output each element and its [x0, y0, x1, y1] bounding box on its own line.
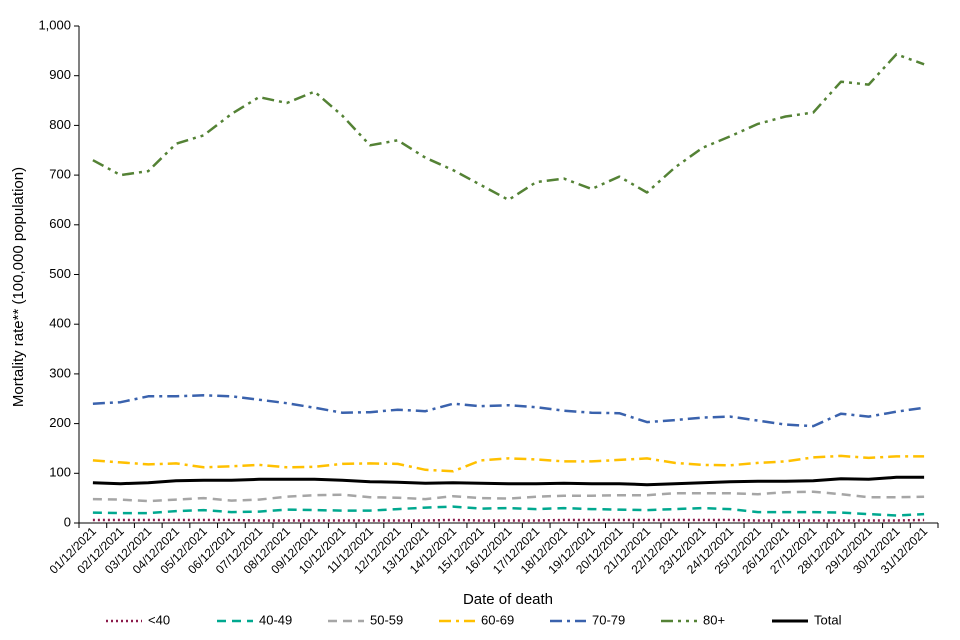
y-tick-label: 800 — [49, 117, 71, 132]
y-tick-label: 100 — [49, 465, 71, 480]
y-tick-label: 600 — [49, 216, 71, 231]
y-tick-label: 900 — [49, 67, 71, 82]
series-line-0 — [92, 518, 925, 522]
series-line-6 — [92, 475, 925, 487]
legend-label: 70-79 — [592, 612, 625, 627]
series-lines — [92, 53, 925, 522]
series-line-3 — [92, 454, 925, 473]
y-tick-label: 1,000 — [38, 17, 71, 32]
y-tick-label: 700 — [49, 167, 71, 182]
legend-label: <40 — [148, 612, 170, 627]
x-axis-title: Date of death — [463, 591, 553, 608]
legend-label: 50-59 — [370, 612, 403, 627]
y-tick-label: 400 — [49, 316, 71, 331]
y-ticks: 0 100 200 300 400 500 600 700 800 900 1,000 — [38, 17, 79, 529]
y-tick-label: 500 — [49, 266, 71, 281]
y-tick-label: 0 — [64, 514, 71, 529]
legend-label: 40-49 — [259, 612, 292, 627]
series-line-4 — [92, 394, 925, 428]
y-tick-label: 200 — [49, 415, 71, 430]
series-line-2 — [92, 490, 925, 503]
series-line-1 — [92, 505, 925, 517]
x-ticks: 01/12/202102/12/202103/12/202104/12/2021… — [47, 523, 939, 577]
series-line-5 — [92, 53, 925, 202]
legend-label: 60-69 — [481, 612, 514, 627]
legend-label: 80+ — [703, 612, 725, 627]
y-axis-title: Mortality rate** (100,000 population) — [10, 167, 27, 407]
legend: <40 40-49 50-59 60-69 70-79 80+ Total — [106, 612, 842, 627]
y-tick-label: 300 — [49, 365, 71, 380]
legend-label: Total — [814, 612, 842, 627]
